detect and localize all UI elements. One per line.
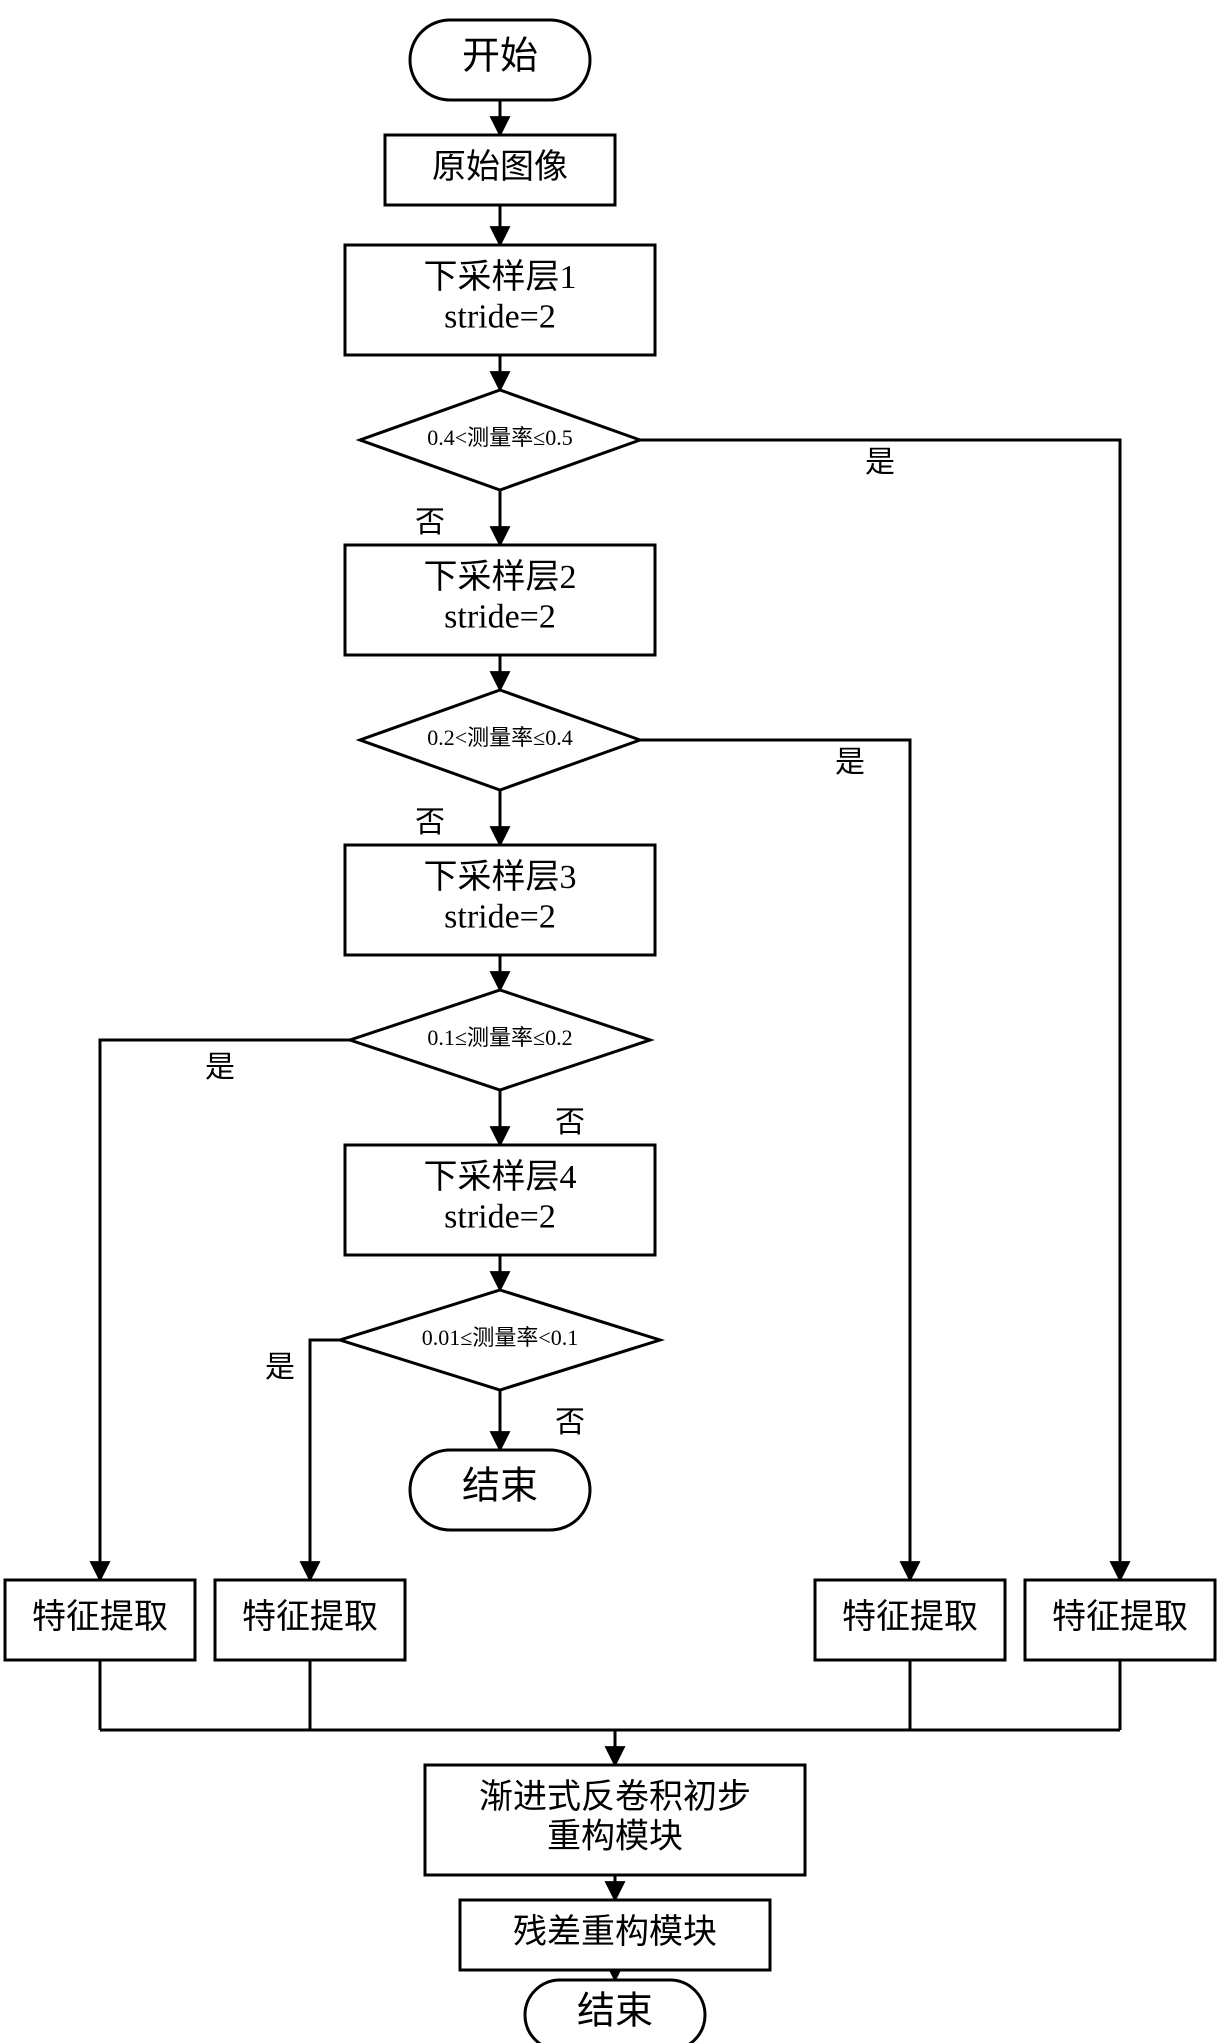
node-d4: 0.01≤测量率<0.1 [340, 1290, 660, 1390]
node-text: 0.4<测量率≤0.5 [427, 425, 572, 450]
node-d2: 0.2<测量率≤0.4 [360, 690, 640, 790]
node-fe_d: 特征提取 [1025, 1580, 1215, 1660]
edge-label: 是 [865, 446, 895, 479]
node-ds4: 下采样层4stride=2 [345, 1145, 655, 1255]
node-origimg: 原始图像 [385, 135, 615, 205]
edge-label: 否 [415, 806, 445, 839]
edge [310, 1340, 340, 1580]
node-d1: 0.4<测量率≤0.5 [360, 390, 640, 490]
node-text: 下采样层4 [424, 1158, 577, 1196]
node-text: 下采样层1 [424, 258, 577, 296]
node-fe_b: 特征提取 [215, 1580, 405, 1660]
node-text: 残差重构模块 [513, 1913, 717, 1951]
node-prog: 渐进式反卷积初步重构模块 [425, 1765, 805, 1875]
edge-label: 是 [205, 1051, 235, 1084]
node-ds3: 下采样层3stride=2 [345, 845, 655, 955]
node-end1: 结束 [410, 1450, 590, 1530]
edge-label: 是 [265, 1351, 295, 1384]
edge-label: 否 [415, 506, 445, 539]
node-text: 0.2<测量率≤0.4 [427, 725, 572, 750]
edge-label: 否 [555, 1406, 585, 1439]
edge-label: 否 [555, 1106, 585, 1139]
edge [640, 440, 1120, 1580]
node-text: 渐进式反卷积初步 [479, 1778, 751, 1816]
node-ds2: 下采样层2stride=2 [345, 545, 655, 655]
node-end2: 结束 [525, 1980, 705, 2043]
flowchart-canvas: 否否否否是是是是开始原始图像下采样层1stride=20.4<测量率≤0.5下采… [0, 0, 1231, 2043]
node-text: 0.01≤测量率<0.1 [422, 1325, 578, 1350]
node-text: 下采样层3 [424, 858, 577, 896]
node-text: 重构模块 [547, 1817, 683, 1855]
node-start: 开始 [410, 20, 590, 100]
node-text: 特征提取 [1052, 1598, 1188, 1636]
node-text: 原始图像 [432, 148, 568, 186]
node-fe_c: 特征提取 [815, 1580, 1005, 1660]
node-fe_a: 特征提取 [5, 1580, 195, 1660]
node-text: 特征提取 [32, 1598, 168, 1636]
edge-label: 是 [835, 746, 865, 779]
node-text: 结束 [577, 1991, 653, 2033]
node-d3: 0.1≤测量率≤0.2 [350, 990, 650, 1090]
node-resid: 残差重构模块 [460, 1900, 770, 1970]
node-text: 开始 [462, 36, 538, 78]
node-text: 下采样层2 [424, 558, 577, 596]
node-text: stride=2 [444, 898, 556, 935]
node-ds1: 下采样层1stride=2 [345, 245, 655, 355]
node-text: 特征提取 [242, 1598, 378, 1636]
node-text: stride=2 [444, 598, 556, 635]
node-text: stride=2 [444, 298, 556, 335]
node-text: 特征提取 [842, 1598, 978, 1636]
edge [100, 1040, 350, 1580]
node-text: 0.1≤测量率≤0.2 [427, 1025, 572, 1050]
node-text: stride=2 [444, 1198, 556, 1235]
edge [640, 740, 910, 1580]
node-text: 结束 [462, 1466, 538, 1508]
